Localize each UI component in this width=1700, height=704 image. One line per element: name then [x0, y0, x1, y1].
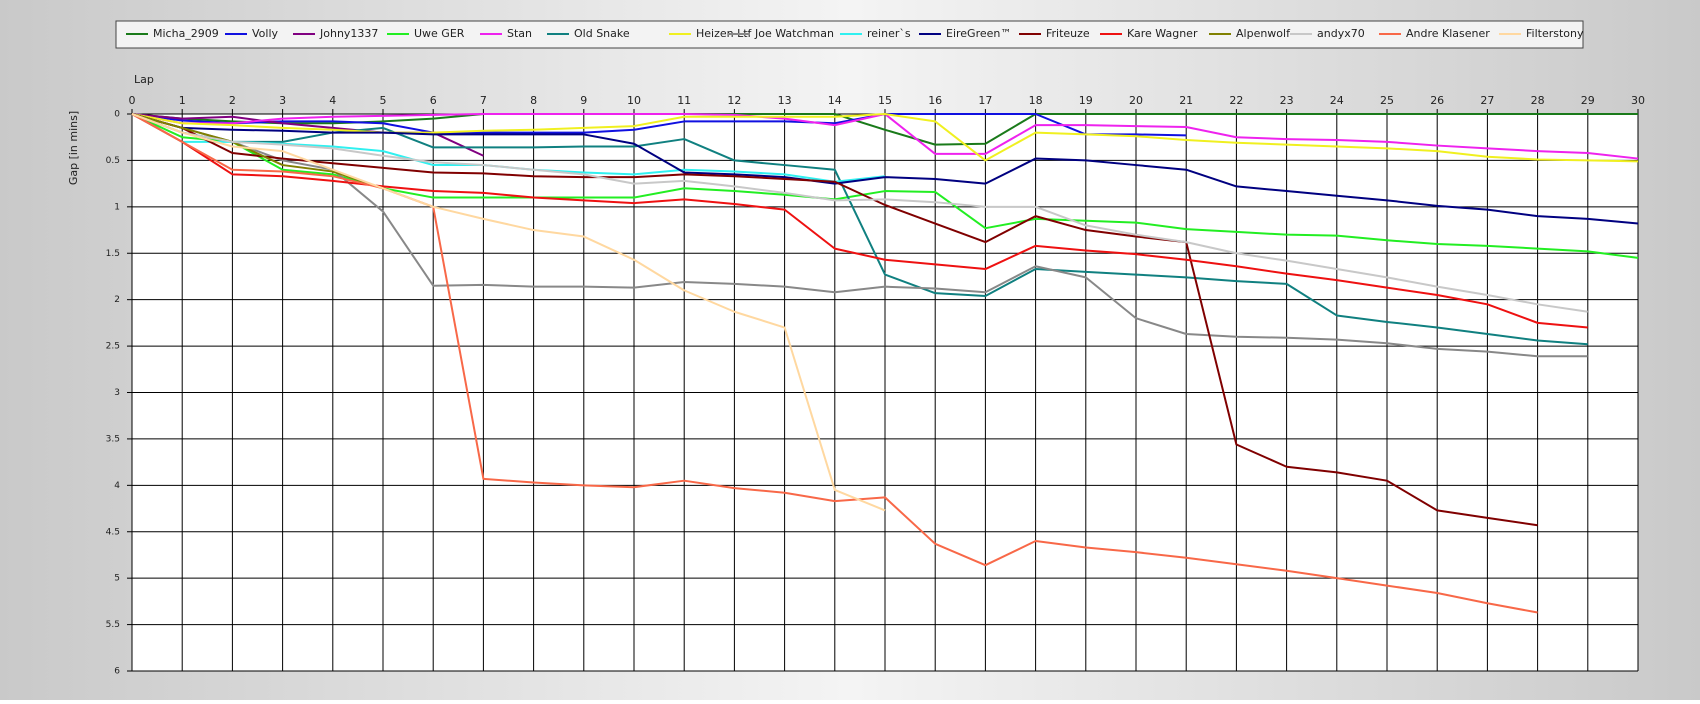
series-line: [131, 113, 1538, 527]
x-tick-label: 10: [627, 94, 641, 107]
x-tick-label: 24: [1330, 94, 1344, 107]
x-tick-label: 23: [1280, 94, 1294, 107]
series-line: [131, 113, 1638, 146]
series-line: [131, 113, 384, 190]
y-tick-label: 4: [114, 481, 120, 491]
legend-label: EireGreen™: [946, 27, 1011, 40]
series-line: [131, 113, 1588, 313]
legend-label: Andre Klasener: [1406, 27, 1490, 40]
x-tick-label: 5: [380, 94, 387, 107]
legend-label: Johny1337: [319, 27, 378, 40]
x-tick-label: 12: [727, 94, 741, 107]
x-tick-label: 7: [480, 94, 487, 107]
series-line: [131, 113, 1639, 225]
x-tick-label: 13: [778, 94, 792, 107]
x-tick-label: 4: [329, 94, 336, 107]
x-tick-label: 14: [828, 94, 842, 107]
series-line: [131, 113, 1187, 137]
x-tick-label: 1: [179, 94, 186, 107]
x-tick-label: 8: [530, 94, 537, 107]
x-axis-label: Lap: [134, 73, 154, 86]
legend-label: Uwe GER: [414, 27, 465, 40]
y-tick-label: 5: [114, 574, 120, 584]
legend-label: reiner`s: [867, 27, 911, 40]
y-tick-label: 5.5: [106, 620, 120, 630]
legend-label: Stan: [507, 27, 532, 40]
legend-label: andyx70: [1317, 27, 1365, 40]
x-tick-label: 27: [1480, 94, 1494, 107]
legend-label: Alpenwolf: [1236, 27, 1291, 40]
y-tick-label: 2: [114, 295, 120, 305]
y-tick-label: 3.5: [106, 434, 120, 444]
series-line: [131, 113, 1588, 358]
x-tick-label: 9: [580, 94, 587, 107]
x-tick-label: 16: [928, 94, 942, 107]
x-tick-label: 22: [1229, 94, 1243, 107]
x-tick-label: 18: [1029, 94, 1043, 107]
x-tick-label: 19: [1079, 94, 1093, 107]
y-tick-label: 1: [114, 202, 120, 212]
x-tick-label: 2: [229, 94, 236, 107]
y-tick-label: 0: [114, 110, 120, 120]
legend-label: Old Snake: [574, 27, 630, 40]
x-tick-label: 25: [1380, 94, 1394, 107]
legend-label: Filterstony: [1526, 27, 1584, 40]
x-tick-label: 28: [1531, 94, 1545, 107]
y-axis-label: Gap [in mins]: [67, 111, 80, 185]
legend-label: Friteuze: [1046, 27, 1090, 40]
x-tick-label: 30: [1631, 94, 1645, 107]
x-tick-label: 26: [1430, 94, 1444, 107]
legend-label: Heizen Ltf: [696, 27, 753, 40]
x-tick-label: 17: [978, 94, 992, 107]
x-tick-label: 0: [129, 94, 136, 107]
x-tick-label: 20: [1129, 94, 1143, 107]
y-tick-label: 0.5: [106, 156, 120, 166]
y-tick-label: 6: [114, 667, 120, 677]
x-tick-label: 21: [1179, 94, 1193, 107]
series-line: [131, 113, 886, 512]
x-tick-label: 3: [279, 94, 286, 107]
x-tick-label: 29: [1581, 94, 1595, 107]
y-tick-label: 4.5: [106, 527, 120, 537]
y-tick-label: 3: [114, 388, 120, 398]
y-tick-label: 2.5: [106, 342, 120, 352]
legend-label: Micha_2909: [153, 27, 219, 40]
y-tick-label: 1.5: [106, 249, 120, 259]
x-tick-label: 6: [430, 94, 437, 107]
series-line: [131, 113, 1538, 614]
legend-label: Volly: [252, 27, 279, 40]
legend-label: Joe Watchman: [754, 27, 834, 40]
series-line: [131, 113, 1588, 346]
legend-label: Kare Wagner: [1127, 27, 1198, 40]
x-tick-label: 11: [677, 94, 691, 107]
x-tick-label: 15: [878, 94, 892, 107]
